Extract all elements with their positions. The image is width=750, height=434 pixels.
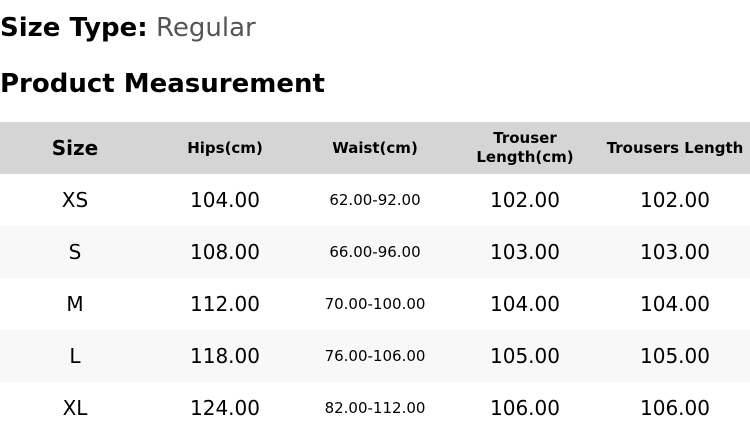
cell-trousers-length: 102.00 [640, 188, 710, 212]
cell-size: XS [61, 188, 89, 212]
size-type-label: Size Type: [0, 13, 148, 43]
cell-trousers-length: 106.00 [640, 396, 710, 420]
cell-trouser-length-cm: 105.00 [450, 330, 600, 382]
cell-trousers-length: 104.00 [640, 292, 710, 316]
cell-hips: 112.00 [190, 292, 260, 316]
cell-hips: 124.00 [190, 396, 260, 420]
cell-hips: 108.00 [150, 226, 300, 278]
cell-hips: 104.00 [190, 188, 260, 212]
cell-trouser-length-cm: 106.00 [490, 396, 560, 420]
cell-trousers-length: 105.00 [600, 330, 750, 382]
cell-hips: 118.00 [150, 330, 300, 382]
size-type: Size Type: Regular [0, 12, 256, 44]
cell-size: S [0, 226, 150, 278]
header-trousers-length: Trousers Length [600, 122, 750, 174]
cell-waist: 62.00-92.00 [329, 191, 421, 209]
table-row: M 112.00 70.00-100.00 104.00 104.00 [0, 278, 750, 330]
cell-waist: 82.00-112.00 [324, 399, 426, 417]
cell-trouser-length-cm: 102.00 [490, 188, 560, 212]
cell-trouser-length-cm: 103.00 [450, 226, 600, 278]
table-header-row: Size Hips(cm) Waist(cm) Trouser Length(c… [0, 122, 750, 174]
table-row: XL 124.00 82.00-112.00 106.00 106.00 [0, 382, 750, 434]
header-hips: Hips(cm) [150, 122, 300, 174]
cell-waist: 70.00-100.00 [324, 295, 426, 313]
cell-size: M [66, 292, 84, 316]
cell-size: XL [62, 396, 88, 420]
header-trouser-length-cm: Trouser Length(cm) [450, 122, 600, 174]
cell-waist: 76.00-106.00 [300, 330, 450, 382]
measurement-table: Size Hips(cm) Waist(cm) Trouser Length(c… [0, 122, 750, 434]
size-type-value: Regular [155, 13, 256, 43]
cell-trousers-length: 103.00 [600, 226, 750, 278]
cell-waist: 66.00-96.00 [300, 226, 450, 278]
table-row: XS 104.00 62.00-92.00 102.00 102.00 [0, 174, 750, 226]
header-size: Size [0, 122, 150, 174]
section-title: Product Measurement [0, 69, 325, 99]
table-row: S 108.00 66.00-96.00 103.00 103.00 [0, 226, 750, 278]
header-waist: Waist(cm) [300, 122, 450, 174]
table-row: L 118.00 76.00-106.00 105.00 105.00 [0, 330, 750, 382]
cell-trouser-length-cm: 104.00 [490, 292, 560, 316]
cell-size: L [0, 330, 150, 382]
